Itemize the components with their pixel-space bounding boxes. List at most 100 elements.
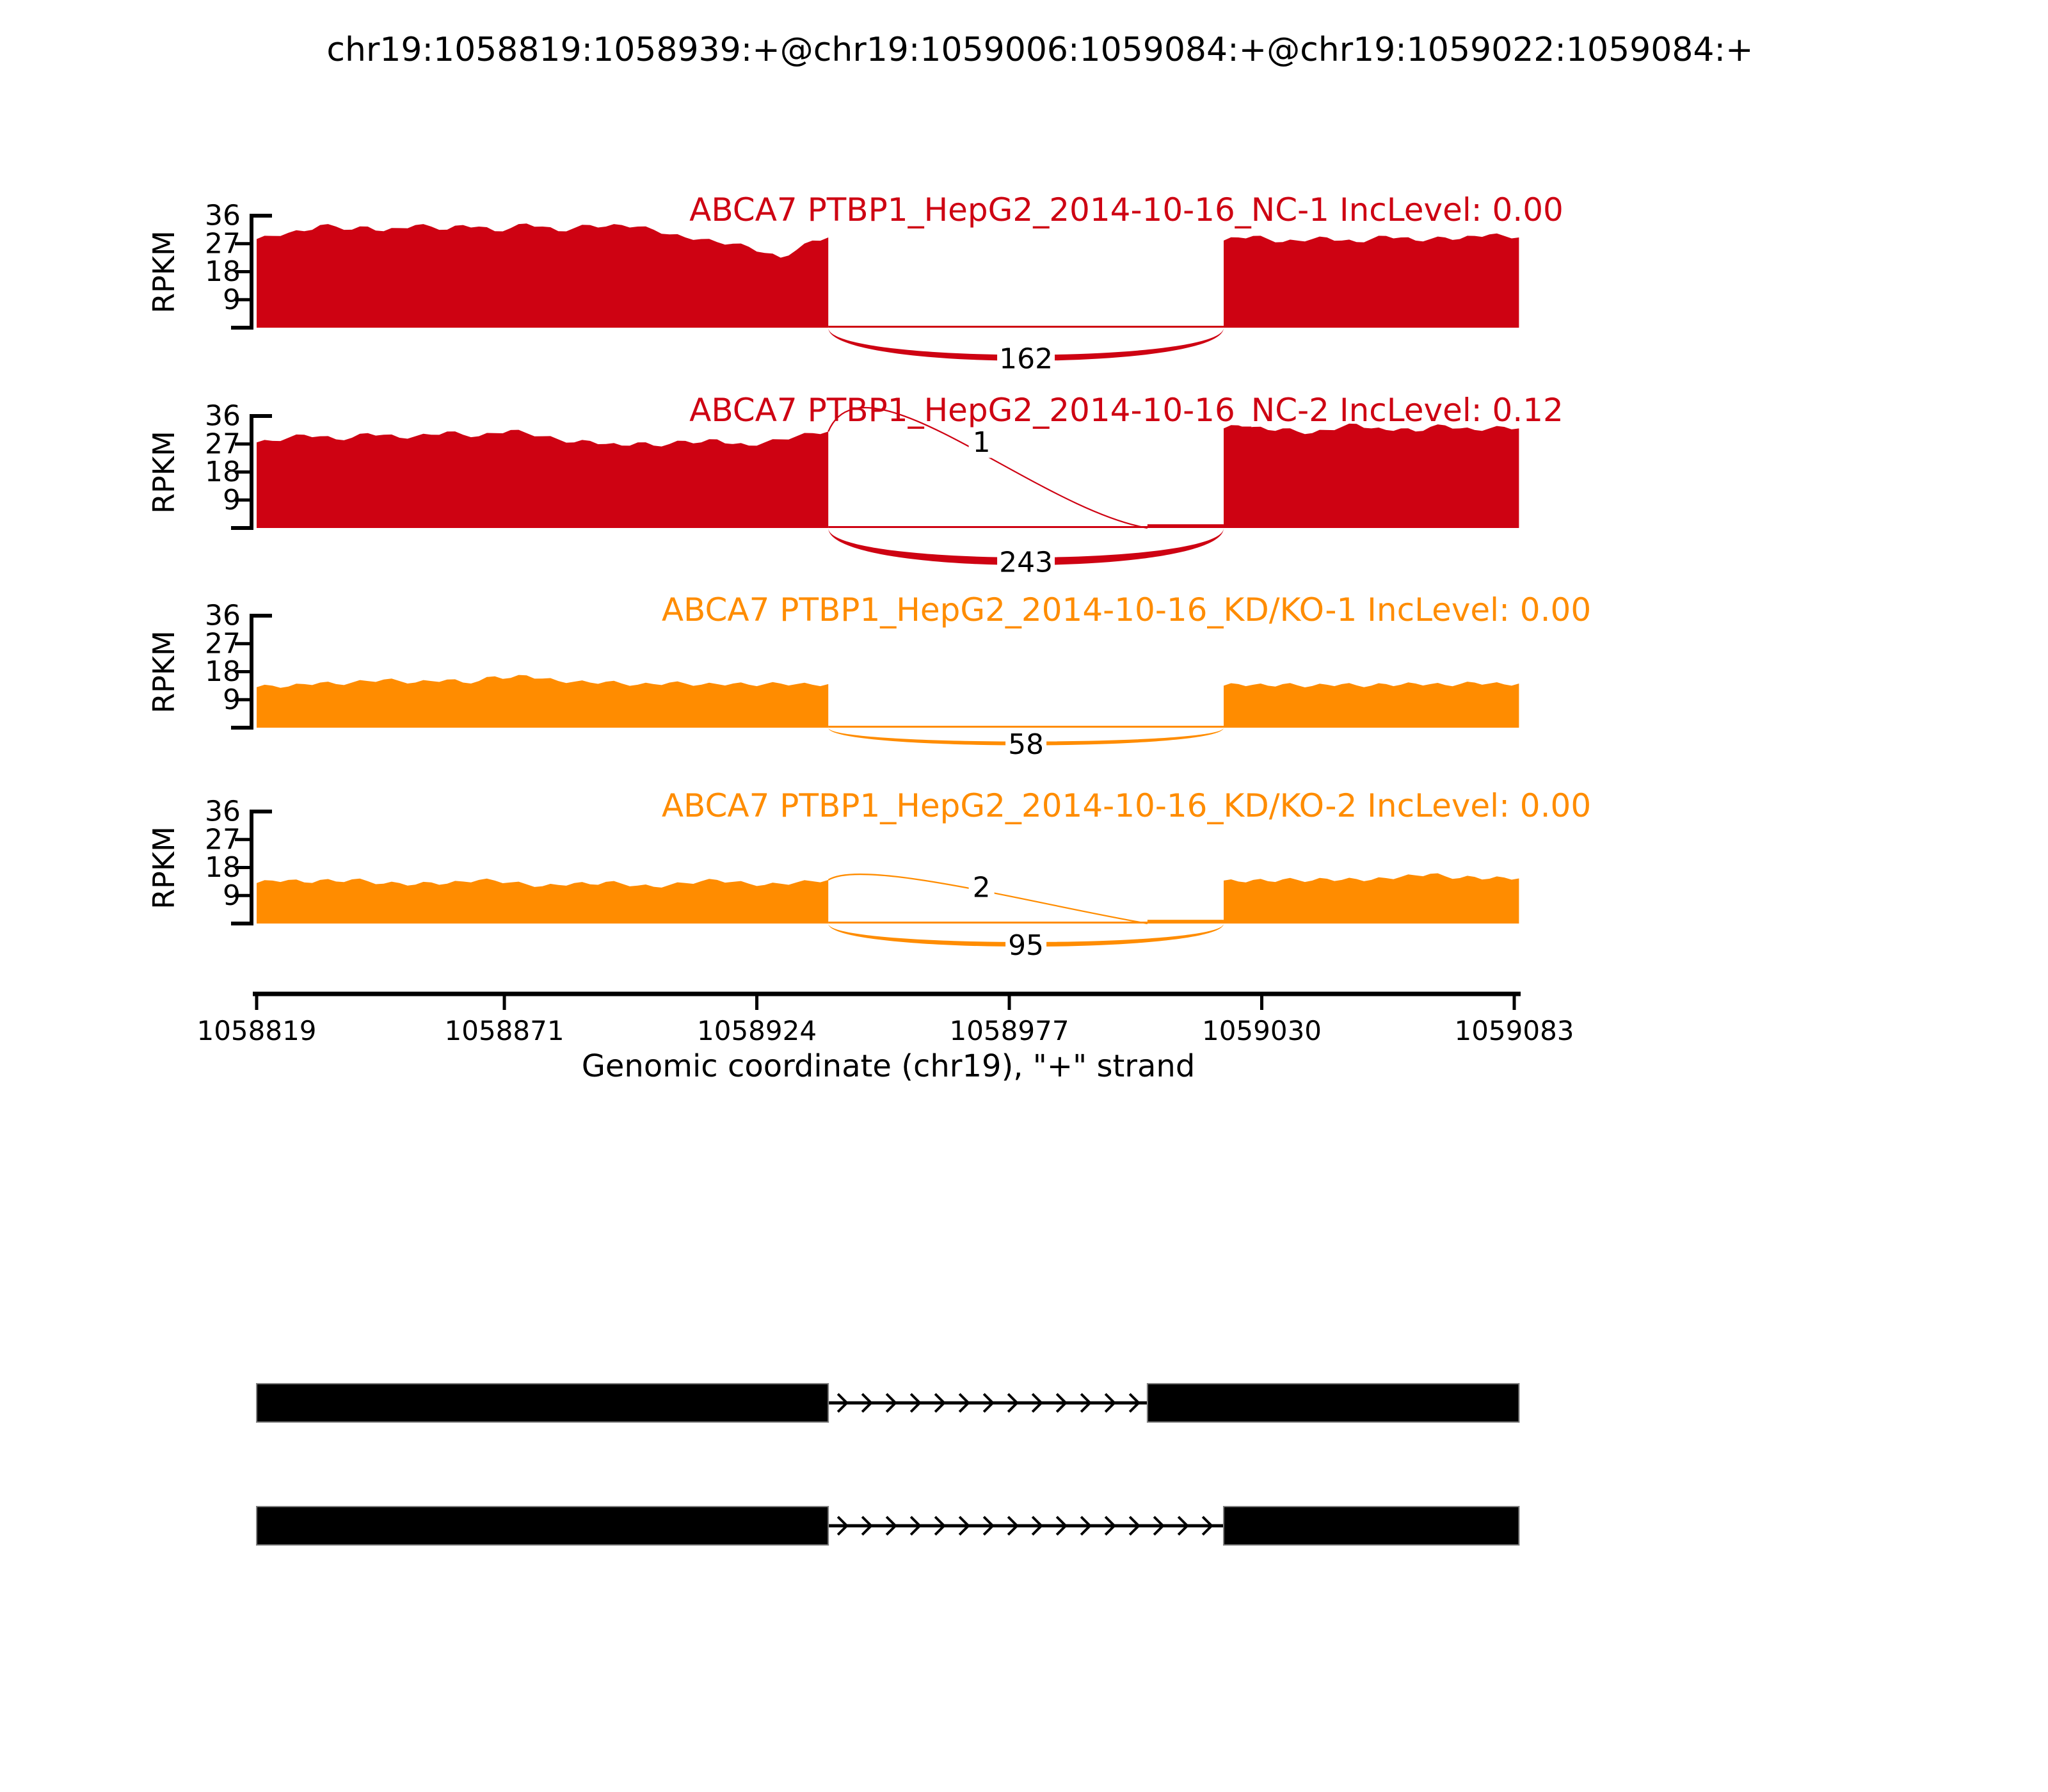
strand-arrow-icon	[1104, 1524, 1116, 1536]
junction-read-count: 243	[999, 547, 1053, 579]
strand-arrow-icon	[1201, 1524, 1213, 1536]
y-tick-label: 9	[223, 284, 241, 316]
junction-arc-inclusion	[828, 407, 1148, 529]
strand-arrow-icon	[885, 1516, 897, 1527]
strand-arrow-icon	[1153, 1516, 1164, 1527]
isoform-2	[256, 1506, 1520, 1546]
junction-arc-inclusion	[828, 873, 1148, 925]
coverage-inclusion-segment	[1147, 524, 1224, 528]
coverage-downstream-exon	[1224, 233, 1519, 328]
strand-arrow-icon	[1055, 1524, 1067, 1536]
coverage-downstream-exon	[1224, 423, 1519, 528]
strand-arrow-icon	[1080, 1524, 1091, 1536]
strand-arrow-icon	[861, 1524, 872, 1536]
strand-arrow-icon	[1104, 1516, 1116, 1527]
y-tick-label: 36	[205, 796, 241, 828]
x-tick-label: 1058871	[445, 1015, 564, 1046]
x-axis: 1058819 1058871 1058924 1058977 1059030 10590…	[196, 991, 1574, 1046]
junction-count-bg	[1005, 931, 1047, 961]
strand-arrow-icon	[958, 1524, 970, 1536]
strand-arrow-icon	[1031, 1393, 1043, 1404]
strand-arrow-icon	[836, 1524, 848, 1536]
strand-arrow-icon	[885, 1524, 897, 1536]
x-tick-label: 1059083	[1454, 1015, 1574, 1046]
strand-arrow-icon	[1153, 1524, 1164, 1536]
junction-arc-skipping	[828, 328, 1224, 361]
strand-arrow-icon	[1031, 1516, 1043, 1527]
y-tick-label: 18	[205, 655, 241, 688]
y-axis-title: RPKM	[147, 826, 181, 909]
strand-arrow-icon	[1128, 1516, 1140, 1527]
isoform-1	[256, 1383, 1520, 1423]
strand-arrow-icon	[885, 1402, 897, 1413]
strand-arrow-icon	[982, 1524, 994, 1536]
strand-arrow-icon	[1104, 1393, 1116, 1404]
strand-arrow-icon	[934, 1393, 945, 1404]
coverage-downstream-exon	[1224, 873, 1519, 924]
plot-title: chr19:1058819:1058939:+@chr19:1059006:10…	[326, 31, 1753, 69]
junction-count-bg	[997, 344, 1055, 374]
y-tick-label: 18	[205, 851, 241, 884]
exon-box	[256, 1506, 829, 1546]
strand-arrow-icon	[861, 1402, 872, 1413]
strand-arrow-icon	[982, 1516, 994, 1527]
strand-arrow-icon	[1128, 1524, 1140, 1536]
junction-arc-skipping	[828, 924, 1224, 947]
junction-read-count: 2	[973, 871, 991, 904]
strand-arrow-icon	[1055, 1402, 1067, 1413]
junction-arc-skipping	[828, 728, 1224, 746]
y-axis-title: RPKM	[147, 431, 181, 514]
strand-arrow-icon	[836, 1393, 848, 1404]
y-tick-label: 27	[205, 627, 241, 660]
strand-arrow-icon	[909, 1516, 921, 1527]
strand-arrow-icon	[1007, 1524, 1018, 1536]
strand-arrow-icon	[1031, 1402, 1043, 1413]
y-tick-label: 36	[205, 400, 241, 433]
y-tick-label: 18	[205, 456, 241, 488]
strand-arrow-icon	[1080, 1393, 1091, 1404]
strand-arrow-icon	[909, 1524, 921, 1536]
track-title: ABCA7 PTBP1_HepG2_2014-10-16_KD/KO-1 Inc…	[662, 591, 1591, 628]
strand-arrow-icon	[909, 1393, 921, 1404]
y-tick-label: 36	[205, 600, 241, 632]
y-tick-label: 27	[205, 823, 241, 856]
y-axis-title: RPKM	[147, 630, 181, 714]
strand-arrow-icon	[958, 1402, 970, 1413]
junction-arc-skipping	[828, 528, 1224, 566]
exon-box	[256, 1383, 829, 1423]
strand-arrow-icon	[1055, 1516, 1067, 1527]
strand-arrow-icon	[1177, 1516, 1188, 1527]
junction-read-count: 95	[1008, 929, 1044, 962]
strand-arrow-icon	[958, 1393, 970, 1404]
strand-arrow-icon	[885, 1393, 897, 1404]
strand-arrow-icon	[934, 1516, 945, 1527]
x-tick-label: 1058924	[697, 1015, 817, 1046]
junction-count-bg	[968, 427, 995, 458]
y-tick-label: 9	[223, 879, 241, 912]
coverage-tracks: ABCA7 PTBP1_HepG2_2014-10-16_NC-1 IncLev…	[147, 191, 1591, 962]
strand-arrow-icon	[934, 1402, 945, 1413]
strand-arrow-icon	[1007, 1402, 1018, 1413]
strand-arrow-icon	[982, 1402, 994, 1413]
exon-box	[1146, 1383, 1520, 1423]
strand-arrow-icon	[1201, 1516, 1213, 1527]
strand-arrow-icon	[1177, 1524, 1188, 1536]
track-3: ABCA7 PTBP1_HepG2_2014-10-16_KD/KO-1 Inc…	[147, 591, 1591, 761]
x-tick-label: 1058819	[196, 1015, 316, 1046]
coverage-upstream-exon	[257, 675, 829, 728]
strand-arrow-icon	[958, 1516, 970, 1527]
strand-arrow-icon	[1080, 1516, 1091, 1527]
coverage-upstream-exon	[257, 429, 829, 528]
junction-count-bg	[997, 548, 1055, 578]
strand-arrow-icon	[934, 1524, 945, 1536]
junction-read-count: 1	[973, 426, 991, 459]
gene-model	[256, 1383, 1520, 1546]
coverage-inclusion-segment	[1147, 920, 1224, 924]
strand-arrow-icon	[1007, 1393, 1018, 1404]
x-tick-label: 1058977	[949, 1015, 1069, 1046]
strand-arrow-icon	[1031, 1524, 1043, 1536]
y-tick-label: 9	[223, 484, 241, 516]
strand-arrow-icon	[861, 1393, 872, 1404]
coverage-upstream-exon	[257, 878, 829, 924]
